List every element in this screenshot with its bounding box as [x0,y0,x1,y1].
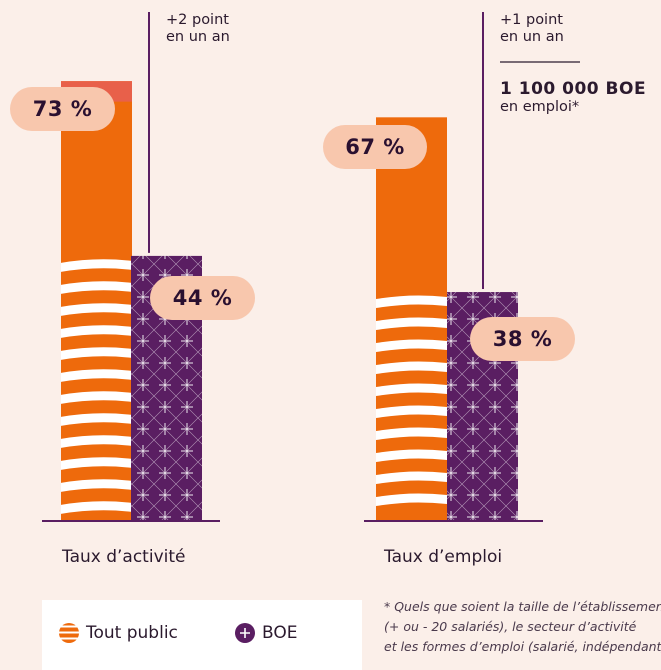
value-label-boe-emploi: 38 % [470,317,575,361]
evolution-label-activite: +2 point en un an [166,12,230,46]
category-label-activite: Taux d’activité [62,547,186,567]
evolution-label-emploi: +1 point en un an [500,12,564,46]
bar-stripes-emploi [376,295,447,507]
footnote-line-1: * Quels que soient la taille de l’établi… [384,599,661,614]
footnote-line-3: et les formes d’emploi (salarié, indépen… [384,639,661,654]
evolution-label-emploi-line2: en un an [500,29,564,45]
value-label-tout-public-emploi: 67 % [323,125,427,169]
legend-item-boe: BOE [234,622,298,644]
value-label-tout-public-activite: 73 % [10,87,115,131]
footnote-line-2: (+ ou - 20 salariés), le secteur d’activ… [384,619,637,634]
legend: Tout public BOE [42,600,362,670]
category-label-emploi: Taux d’emploi [384,547,503,567]
bar-stripes-activite [61,259,132,514]
purple-cross-circle-icon [235,623,255,643]
footnote: * Quels que soient la taille de l’établi… [384,597,661,657]
legend-label-tout-public: Tout public [86,623,178,643]
bar-tout-public-activite [61,81,132,522]
evolution-label-activite-line2: en un an [166,29,230,45]
legend-item-tout-public: Tout public [58,622,178,644]
evolution-label-emploi-line1: +1 point [500,12,563,28]
value-label-boe-activite: 44 % [150,276,255,320]
evolution-label-activite-line1: +2 point [166,12,229,28]
highlight-caption: en emploi* [500,99,580,115]
legend-label-boe: BOE [262,623,298,643]
highlight-value: 1 100 000 BOE [500,79,647,99]
striped-orange-circle-icon [59,623,79,643]
